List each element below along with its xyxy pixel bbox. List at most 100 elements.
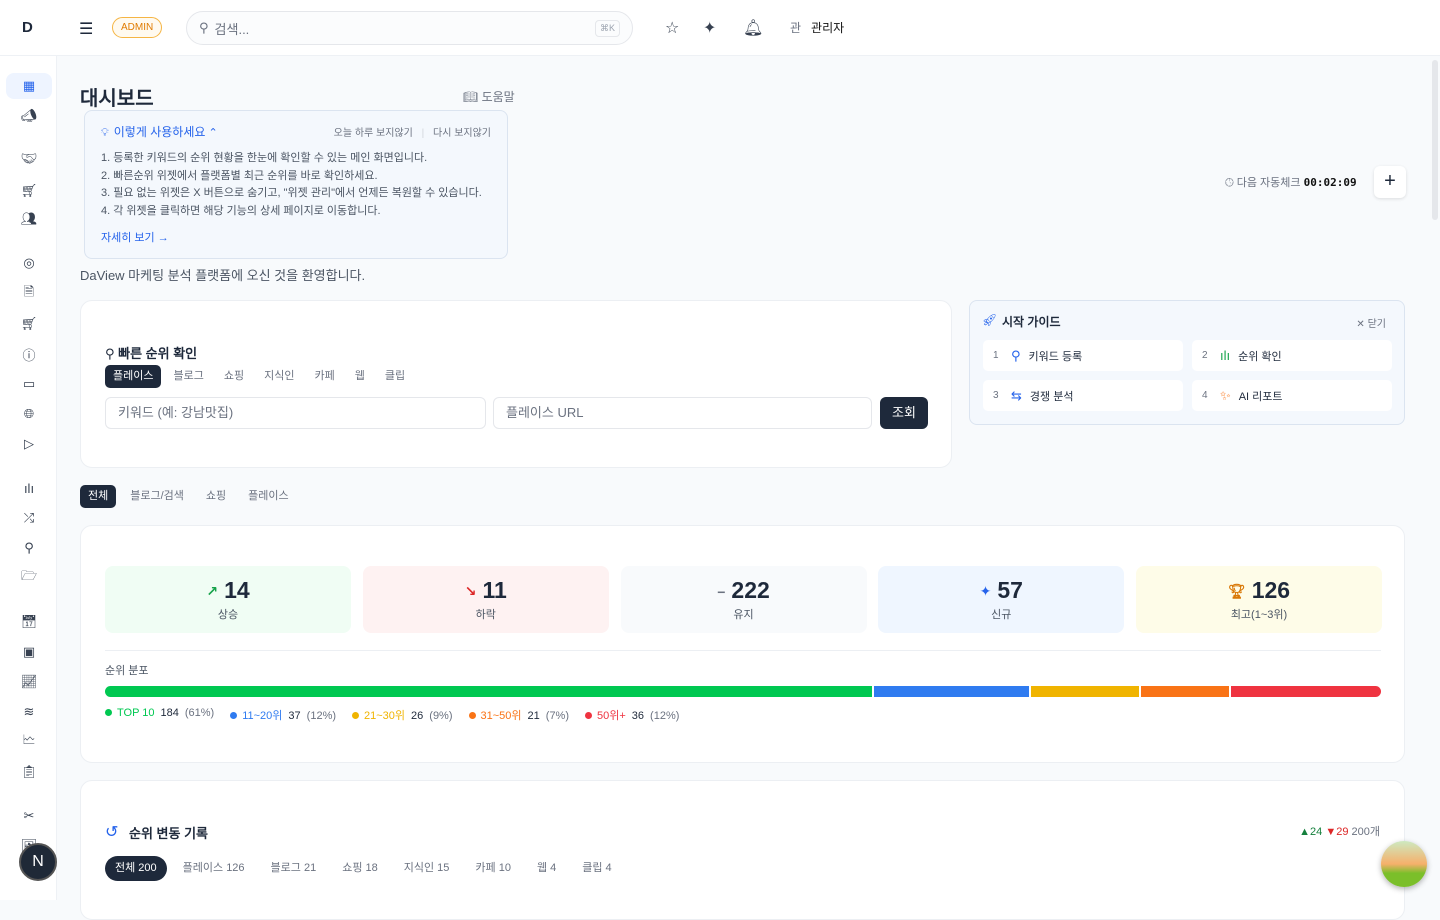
legend-dot	[105, 709, 112, 716]
filter-tab[interactable]: 블로그/검색	[130, 490, 184, 502]
avatar[interactable]: N	[19, 843, 57, 881]
distribution-bar	[105, 686, 1381, 697]
up-count: ▲24	[1299, 826, 1323, 838]
sidebar-item-21[interactable]: 📋︎	[6, 759, 52, 785]
search-input[interactable]: ⚲ 검색... ⌘K	[186, 11, 633, 45]
stat-value: 57	[997, 577, 1023, 603]
close-guide-button[interactable]: ✕ 닫기	[1356, 319, 1386, 330]
step-label: 순위 확인	[1238, 350, 1282, 363]
quick-tab[interactable]: 지식인	[264, 370, 295, 382]
report-icon: 🗠	[22, 732, 36, 747]
sidebar-item-3[interactable]: 🛒︎	[6, 178, 52, 204]
sparkle-icon[interactable]: ✦	[703, 20, 717, 37]
sparkle-icon: ✨︎	[1220, 387, 1231, 403]
autocheck-timer: 🕓︎ 다음 자동체크 00:02:09	[1225, 174, 1357, 190]
hide-forever-button[interactable]: 다시 보지않기	[433, 128, 491, 139]
legend-item: 11~20위 37 (12%)	[230, 707, 336, 723]
tip-item: 3. 필요 없는 위젯은 X 버튼으로 숨기고, "위젯 관리"에서 언제든 복…	[101, 187, 482, 199]
legend-count: 184	[160, 707, 179, 719]
guide-step[interactable]: 3 ⇆ 경쟁 분석	[983, 380, 1183, 411]
shuffle-icon: ⤮	[23, 510, 35, 525]
history-tab[interactable]: 블로그 21	[270, 862, 317, 874]
quick-tab[interactable]: 쇼핑	[223, 370, 245, 382]
sidebar-item-5[interactable]: ◎	[6, 250, 52, 276]
search-placeholder: 검색...	[214, 21, 250, 37]
quick-tab[interactable]: 웹	[354, 370, 365, 382]
sidebar-item-13[interactable]: ⤮	[6, 505, 52, 531]
sidebar-item-20[interactable]: 🗠	[6, 729, 52, 755]
sidebar-item-6[interactable]: 🗎	[6, 281, 52, 307]
guide-step[interactable]: 1 ⚲ 키워드 등록	[983, 340, 1183, 371]
sidebar-item-15[interactable]: 🗁	[6, 565, 52, 591]
star-icon[interactable]: ☆	[665, 20, 680, 37]
filter-tab[interactable]: 쇼핑	[205, 490, 227, 502]
logo[interactable]: D	[22, 19, 33, 36]
history-tab[interactable]: 쇼핑 18	[342, 862, 378, 874]
menu-icon[interactable]: ☰	[79, 21, 94, 38]
scrollbar[interactable]	[1432, 60, 1438, 220]
sidebar-item-22[interactable]: ✂	[6, 803, 52, 829]
history-tab[interactable]: 웹 4	[536, 862, 557, 874]
autocheck-label: 다음 자동체크	[1236, 177, 1301, 189]
bell-icon[interactable]: 🔔︎	[743, 20, 764, 37]
help-link[interactable]: 📖︎ 도움말	[463, 88, 515, 105]
step-label: 키워드 등록	[1028, 350, 1083, 363]
autocheck-time: 00:02:09	[1303, 176, 1357, 189]
chevron-up-icon[interactable]: ⌃	[208, 127, 218, 139]
more-link[interactable]: 자세히 보기 →	[101, 232, 169, 244]
down-count: ▼29	[1325, 826, 1349, 838]
add-widget-button[interactable]: +	[1374, 166, 1406, 198]
quick-tab[interactable]: 블로그	[173, 370, 204, 382]
cart-icon: 🛒︎	[20, 316, 38, 331]
sidebar-item-4[interactable]: 👥︎	[6, 206, 52, 232]
stat-label: 유지	[733, 609, 754, 621]
sidebar-item-16[interactable]: 📅︎	[6, 609, 52, 635]
quick-tab[interactable]: 클립	[384, 370, 406, 382]
stat-card[interactable]: ↘ 11 하락	[362, 566, 609, 633]
sidebar-item-17[interactable]: ▣	[6, 639, 52, 665]
sidebar-item-12[interactable]: ılı	[6, 475, 52, 501]
legend-pct: (9%)	[429, 710, 453, 722]
history-tab[interactable]: 플레이스 126	[182, 862, 245, 874]
keyword-input[interactable]: 키워드 (예: 강남맛집)	[105, 397, 486, 429]
stat-card[interactable]: ✦ 57 신규	[878, 566, 1125, 633]
scissors-icon: ✂	[23, 808, 35, 823]
guide-step[interactable]: 2 ılı 순위 확인	[1192, 340, 1392, 371]
tip-title[interactable]: 이렇게 사용하세요	[113, 125, 206, 139]
sidebar-item-9[interactable]: ▭	[6, 371, 52, 397]
sidebar-item-11[interactable]: ▷	[6, 431, 52, 457]
stat-card[interactable]: ↗ 14 상승	[105, 566, 351, 633]
sparkle-icon: ✦	[979, 583, 992, 600]
help-circle-icon: ⓘ	[22, 347, 36, 363]
url-input[interactable]: 플레이스 URL	[493, 397, 872, 429]
summary-card: ↗ 14 상승 ↘ 11 하락 −222 유지 ✦ 57 신규 🏆︎ 126 최고(1~3위) 순위 분포…	[80, 525, 1405, 763]
sidebar-item-10[interactable]: 🌐︎	[6, 401, 52, 427]
assistant-avatar-button[interactable]	[1381, 841, 1427, 887]
stat-card[interactable]: −222 유지	[620, 566, 867, 633]
user-menu[interactable]: 관 관리자	[790, 19, 844, 36]
sidebar-item-18[interactable]: 📈︎	[6, 669, 52, 695]
sidebar-item-19[interactable]: ≋	[6, 699, 52, 725]
sidebar-item-14[interactable]: ⚲	[6, 535, 52, 561]
tip-item: 2. 빠른순위 위젯에서 플랫폼별 최근 순위를 바로 확인하세요.	[101, 169, 378, 182]
guide-step[interactable]: 4 ✨︎ AI 리포트	[1192, 380, 1392, 411]
filter-tab[interactable]: 플레이스	[248, 490, 289, 502]
stat-card[interactable]: 🏆︎ 126 최고(1~3위)	[1136, 566, 1382, 633]
quick-tab[interactable]: 플레이스	[105, 365, 162, 388]
quick-tab[interactable]: 카페	[314, 370, 335, 382]
history-tab[interactable]: 카페 10	[475, 862, 511, 874]
history-tab[interactable]: 지식인 15	[403, 862, 450, 874]
history-tab[interactable]: 클립 4	[582, 862, 612, 874]
quick-title: 빠른 순위 확인	[118, 346, 198, 361]
filter-tab[interactable]: 전체	[80, 485, 117, 508]
sidebar-item-0[interactable]: ▦	[6, 73, 52, 99]
sidebar-item-7[interactable]: 🛒︎	[6, 311, 52, 337]
sidebar-item-2[interactable]: 🤝︎	[6, 146, 52, 172]
history-tab[interactable]: 전체 200	[105, 856, 167, 881]
submit-button[interactable]: 조회	[880, 397, 928, 429]
book-icon: 📖︎	[463, 90, 482, 104]
hide-today-button[interactable]: 오늘 하루 보지않기	[333, 128, 413, 139]
sidebar-item-1[interactable]: 📣︎	[6, 103, 52, 129]
stat-label: 최고(1~3위)	[1230, 609, 1288, 621]
sidebar-item-8[interactable]: ⓘ	[6, 341, 52, 367]
